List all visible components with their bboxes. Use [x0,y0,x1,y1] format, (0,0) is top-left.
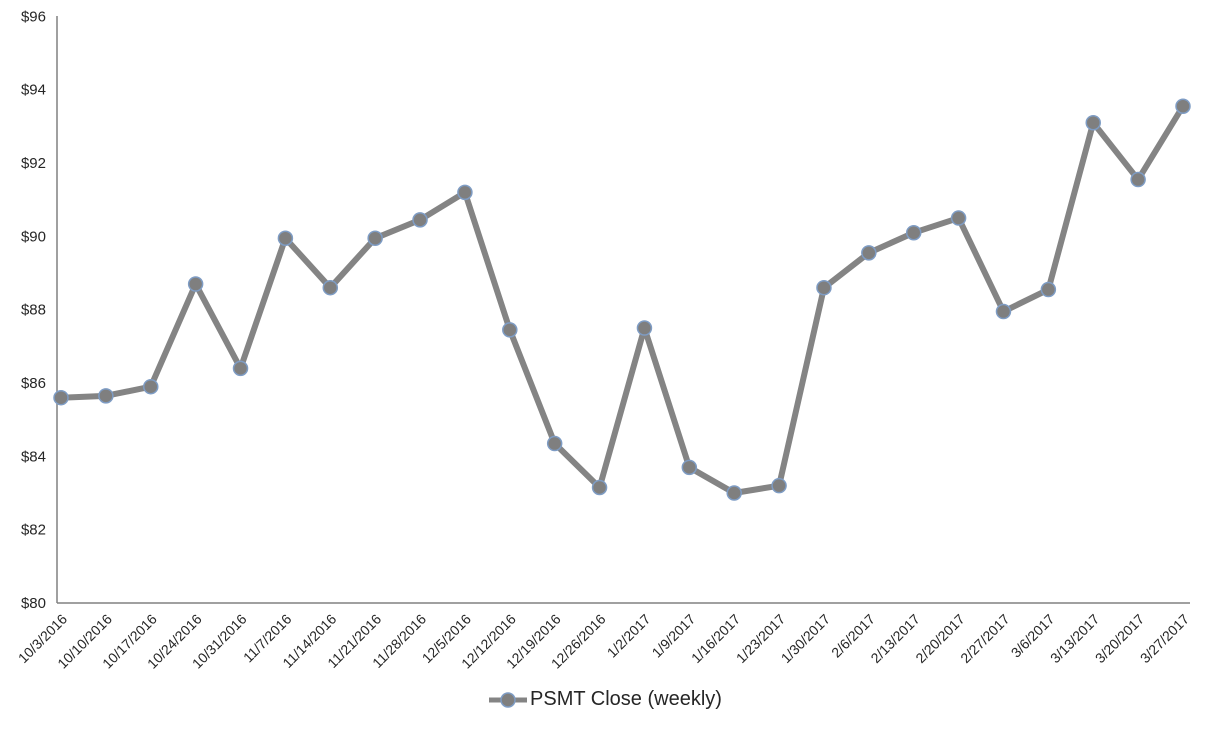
data-point-marker [277,230,294,246]
data-point-marker [546,435,563,452]
data-point-marker [457,184,473,201]
x-axis-tick-label: 1/2/2017 [604,611,654,661]
legend-series-label: PSMT Close (weekly) [530,688,722,710]
data-point-marker [1175,98,1191,114]
data-point-marker [412,212,428,228]
data-point-marker [1085,114,1101,131]
y-axis-tick-label: $92 [21,155,46,172]
data-point-marker [995,303,1012,320]
y-axis-tick-label: $94 [21,82,46,99]
y-axis-tick-label: $80 [21,595,46,612]
y-axis-tick-label: $88 [21,302,46,319]
data-point-marker [905,224,922,241]
data-point-marker [187,276,204,292]
data-point-marker [53,389,69,406]
x-axis-tick-label: 3/27/2017 [1137,611,1193,667]
data-point-marker [367,230,383,246]
data-point-marker [861,245,877,261]
data-point-marker [816,279,832,296]
data-point-marker [143,378,159,395]
data-point-marker [726,485,742,501]
data-point-marker [681,459,698,476]
y-axis-tick-label: $90 [21,228,46,245]
data-point-marker [502,322,518,338]
data-point-marker [771,477,787,494]
data-point-marker [98,388,114,404]
data-point-marker [950,210,967,226]
data-point-marker [322,279,339,296]
y-axis-tick-label: $86 [21,375,46,392]
legend-marker-icon [489,691,528,708]
y-axis-tick-label: $96 [21,8,46,25]
y-axis-tick-label: $82 [21,522,46,539]
data-point-marker [232,360,249,377]
chart-legend: PSMT Close (weekly) [0,688,1210,711]
data-point-marker [636,320,653,336]
x-axis-tick-label: 1/30/2017 [778,611,834,667]
data-point-marker [1040,281,1057,298]
data-point-marker [591,479,608,496]
x-axis-tick-label: 2/27/2017 [957,611,1013,667]
data-point-marker [1130,171,1146,188]
y-axis-tick-label: $84 [21,448,46,465]
series-line [58,103,1186,497]
